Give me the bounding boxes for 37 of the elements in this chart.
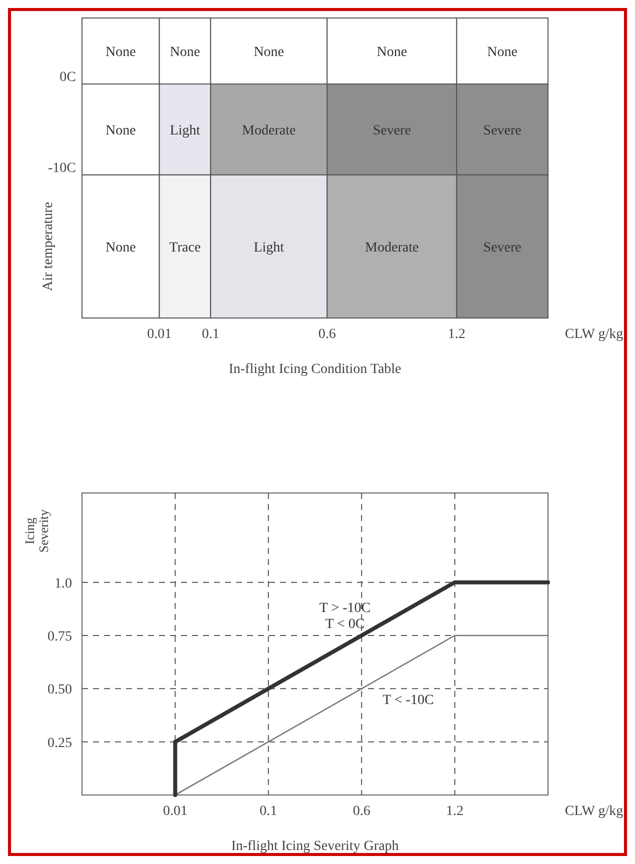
x-tick-label: 1.2 — [446, 804, 464, 819]
text: 0.6 — [318, 327, 336, 342]
text: None — [254, 45, 284, 60]
text: CLW g/kg — [564, 327, 624, 342]
text: Severe — [483, 240, 522, 256]
text: 1.2 — [448, 327, 466, 342]
y-tick-label: 0.50 — [48, 682, 72, 698]
x-tick-label: 0.6 — [352, 804, 370, 819]
series-label: T > -10C T < 0C — [319, 601, 371, 632]
x-axis-title: CLW g/kg — [564, 804, 624, 819]
y-tick-label: 0.25 — [48, 736, 72, 751]
y-axis-title: Icing Severity — [22, 508, 51, 553]
series-label: T < -10C — [382, 693, 434, 708]
text: Air temperature — [41, 202, 56, 291]
x-tick-label: 0.1 — [260, 804, 278, 819]
text: None — [106, 240, 136, 256]
text: Trace — [169, 240, 201, 256]
text: None — [106, 45, 136, 60]
text: None — [487, 45, 518, 60]
text: Moderate — [365, 240, 419, 256]
text: 0.01 — [147, 327, 172, 342]
text: Light — [170, 123, 200, 138]
text: None — [106, 123, 136, 138]
y-tick-label: 0.75 — [48, 629, 72, 644]
y-tick-label: 1.0 — [54, 576, 72, 592]
text: Moderate — [242, 123, 296, 138]
text: In-flight Icing Severity Graph — [231, 839, 399, 854]
x-tick-label: 0.01 — [162, 804, 188, 819]
text: Light — [254, 240, 284, 256]
text: -10C — [48, 160, 76, 176]
text: In-flight Icing Condition Table — [228, 362, 402, 377]
text: None — [170, 45, 200, 60]
text: 0.1 — [202, 327, 220, 342]
text: None — [376, 45, 408, 60]
text: Severe — [372, 123, 411, 138]
text: 0C — [60, 70, 76, 85]
text: Severe — [483, 123, 522, 138]
